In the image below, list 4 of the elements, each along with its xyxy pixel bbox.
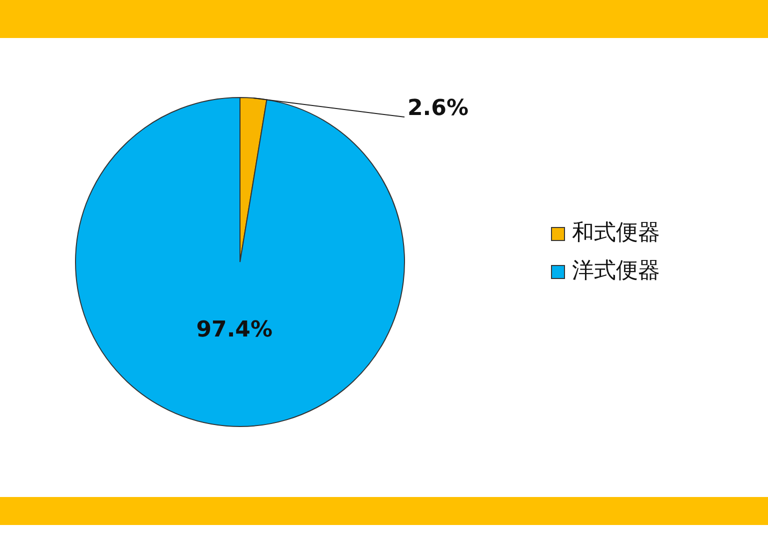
data-label: 2.6%	[408, 96, 469, 121]
legend-label: 和式便器	[572, 220, 660, 246]
data-label: 97.4%	[196, 318, 273, 343]
legend-label: 洋式便器	[572, 258, 660, 284]
